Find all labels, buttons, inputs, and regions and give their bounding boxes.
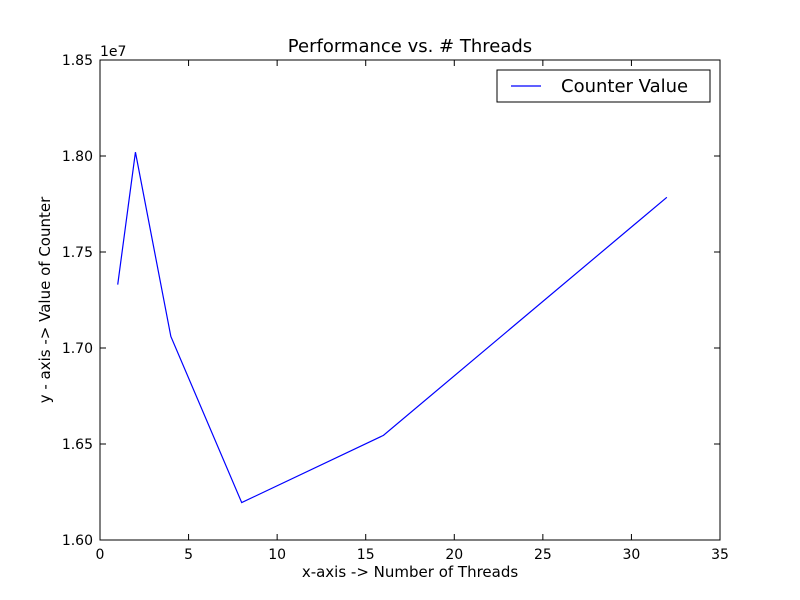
x-tick-label: 10 — [268, 547, 286, 563]
x-axis-label: x-axis -> Number of Threads — [302, 563, 519, 581]
y-tick-label: 1.75 — [62, 245, 93, 261]
x-tick-label: 20 — [445, 547, 463, 563]
legend-label-counter-value: Counter Value — [561, 76, 688, 97]
y-tick-label: 1.65 — [62, 437, 93, 453]
y-tick-label: 1.80 — [62, 149, 93, 165]
series-layer — [117, 152, 668, 504]
x-tick-label: 25 — [534, 547, 552, 563]
x-tick-label: 35 — [711, 547, 729, 563]
x-tick-label: 0 — [96, 547, 105, 563]
x-tick-label: 15 — [357, 547, 375, 563]
series-line-counter-value — [117, 152, 668, 504]
y-tick-label: 1.70 — [62, 341, 93, 357]
y-tick-label: 1.60 — [62, 533, 93, 549]
x-tick-label: 30 — [623, 547, 641, 563]
x-tick-label: 5 — [184, 547, 193, 563]
y-tick-label: 1.85 — [62, 53, 93, 69]
chart-title: Performance vs. # Threads — [288, 36, 532, 57]
y-offset-label: 1e7 — [100, 44, 126, 60]
plot-frame — [99, 59, 721, 541]
y-axis: 1.60 1.65 1.70 1.75 1.80 1.85 — [62, 53, 720, 549]
legend: Counter Value — [496, 69, 711, 103]
x-axis: 0 5 10 15 20 25 30 35 — [96, 60, 729, 563]
y-axis-label: y - axis -> Value of Counter — [36, 196, 54, 403]
plot-area: 0 5 10 15 20 25 30 35 1.60 1.65 1.70 1.75 1.80 1.85 — [62, 53, 729, 563]
